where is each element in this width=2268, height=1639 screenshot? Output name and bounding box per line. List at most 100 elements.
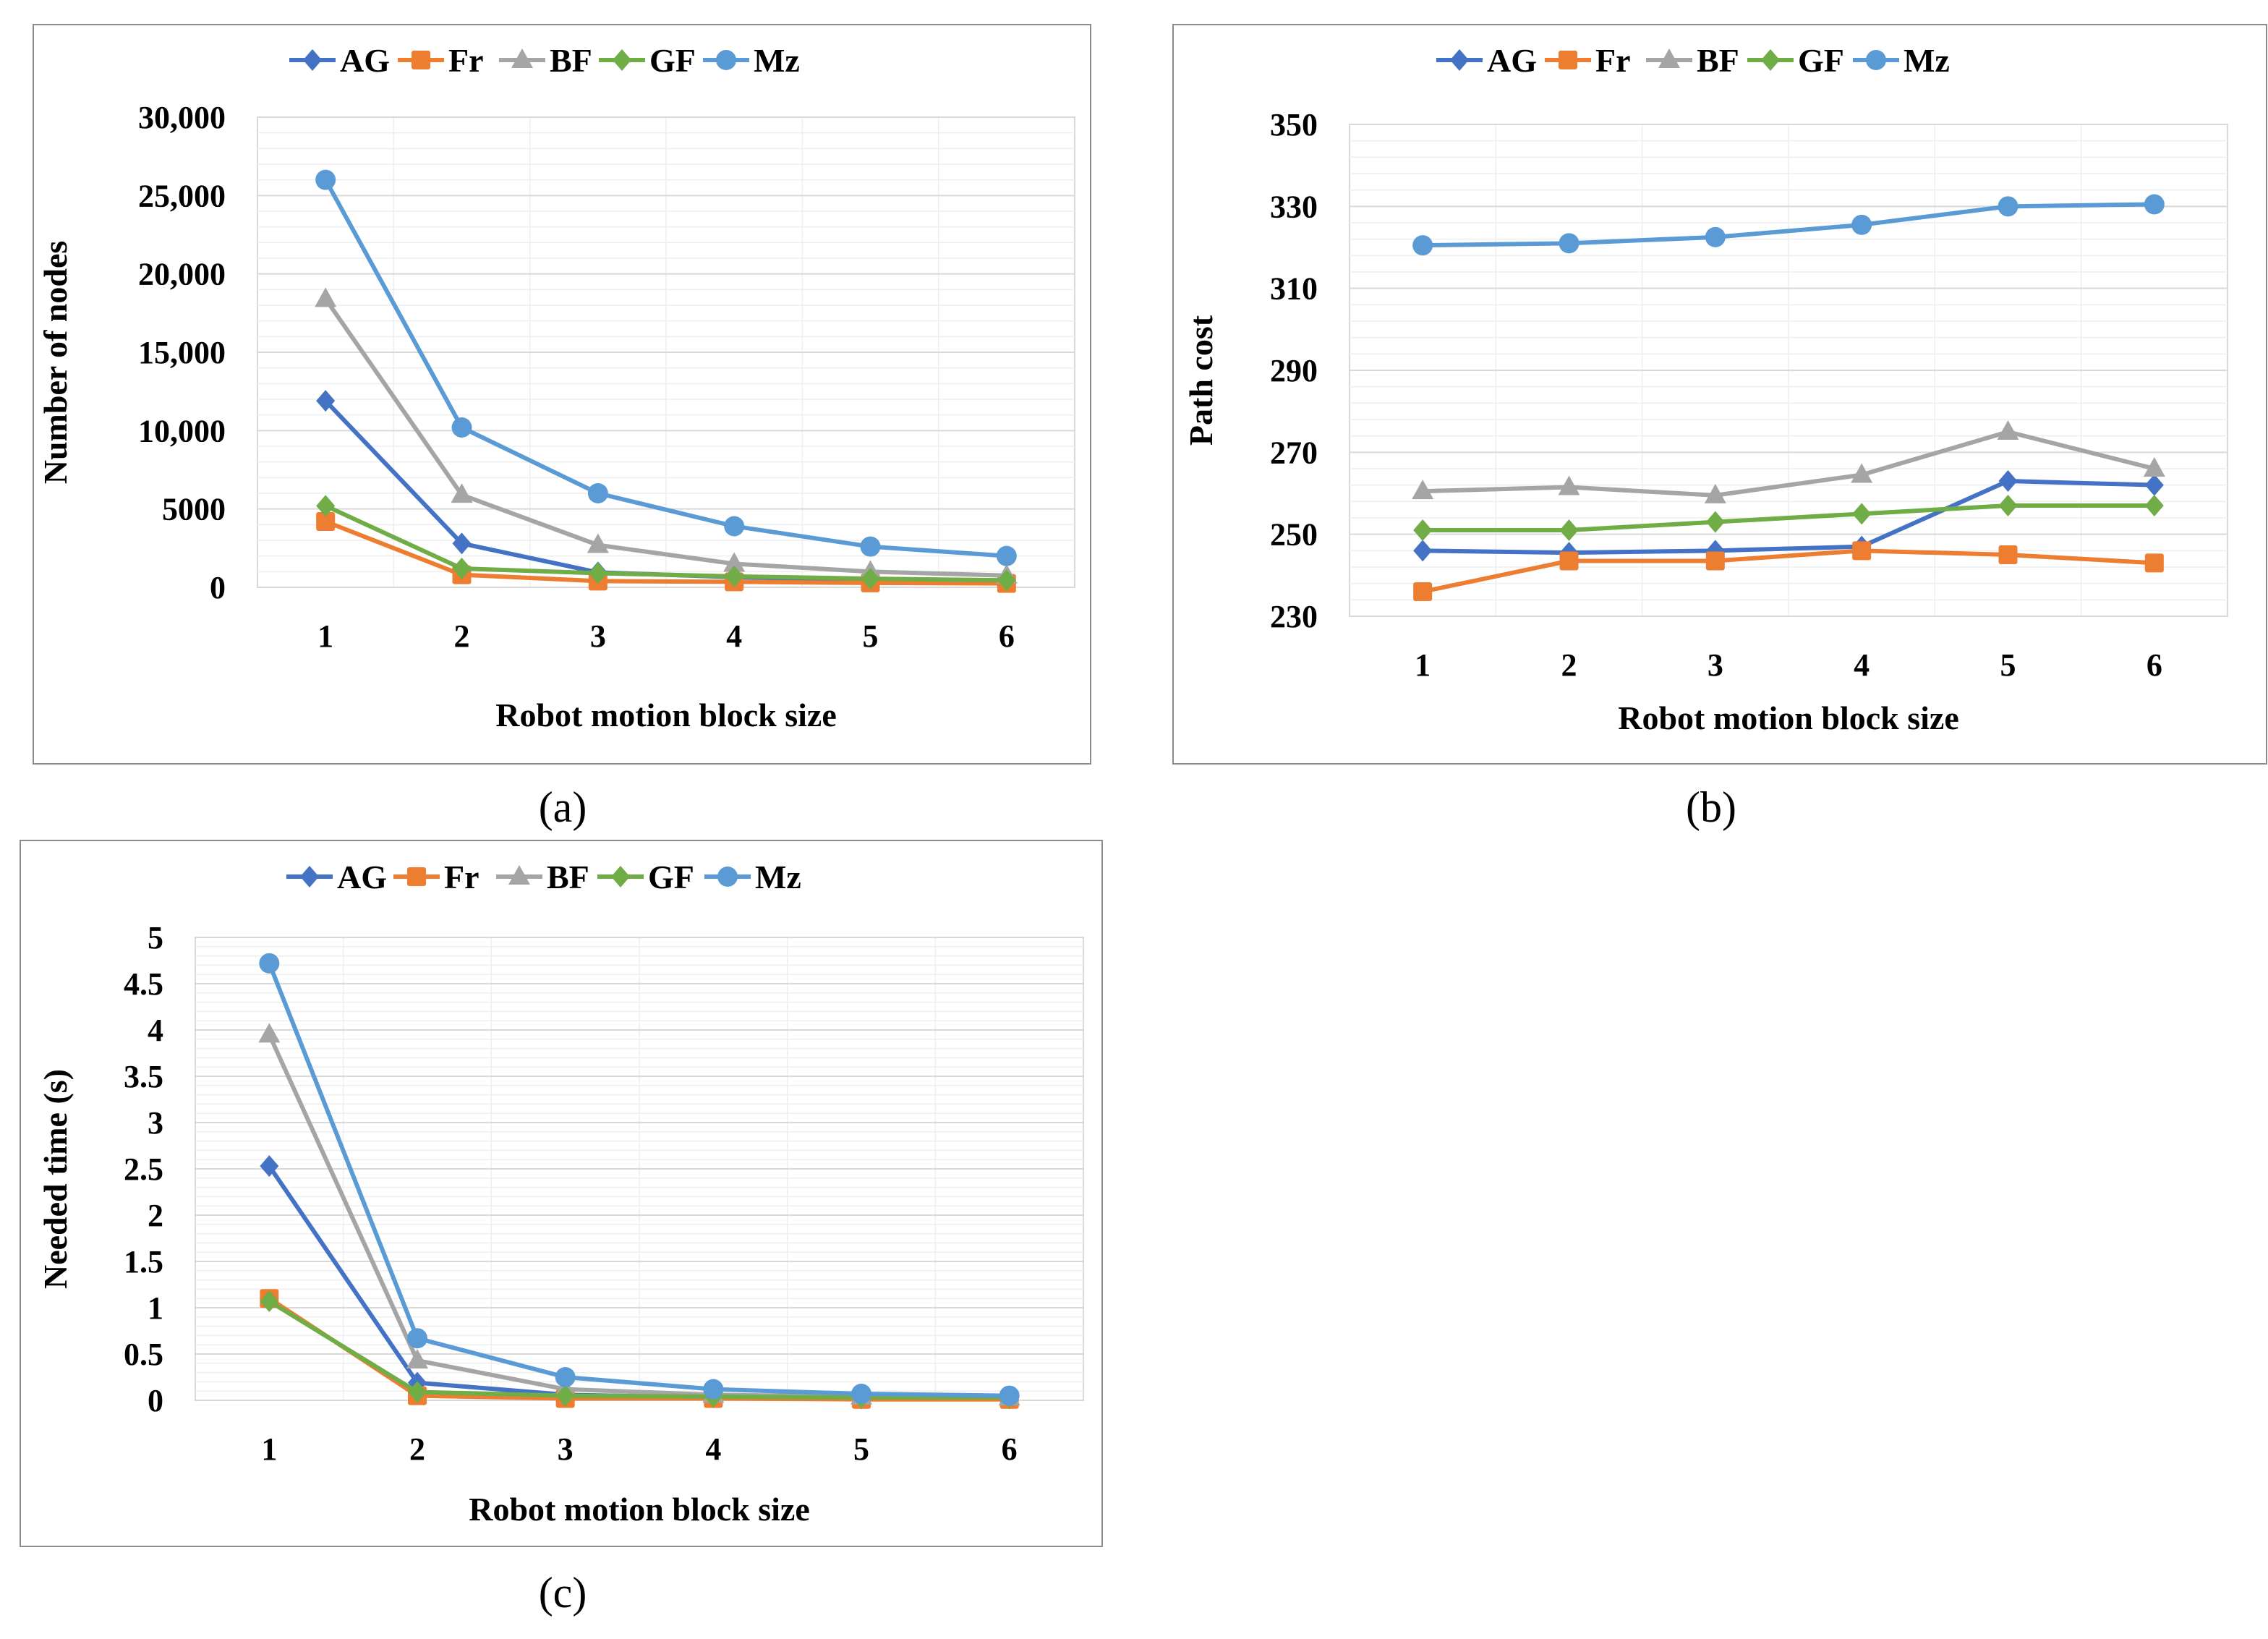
marker-bf xyxy=(1997,420,2019,440)
y-tick-label: 30,000 xyxy=(138,100,226,135)
chart-panel-c: 0 0.5 1 1.5 2 2.5 3 3.5 4 4.5 5 1 2 3 4 5 6 Robot motion … xyxy=(20,840,1103,1617)
y-tick-label: 330 xyxy=(1270,189,1318,224)
x-tick-label: 6 xyxy=(999,618,1015,654)
marker-bf xyxy=(1558,475,1580,495)
marker-ag xyxy=(300,866,319,887)
marker-gf xyxy=(997,569,1016,592)
y-tick-label: 350 xyxy=(1270,107,1318,142)
y-tick-label: 250 xyxy=(1270,517,1318,553)
x-tick-label: 4 xyxy=(705,1431,721,1467)
marker-mz xyxy=(999,1385,1020,1406)
y-axis-title: Needed time (s) xyxy=(37,1069,74,1289)
panel-caption: (b) xyxy=(1686,783,1736,831)
marker-fr xyxy=(407,867,426,886)
marker-gf xyxy=(588,562,608,584)
marker-gf xyxy=(1852,503,1872,525)
series-mz xyxy=(315,169,1017,566)
marker-bf xyxy=(1851,463,1873,483)
marker-ag xyxy=(316,390,336,412)
y-tick-label: 290 xyxy=(1270,353,1318,388)
y-tick-label: 1 xyxy=(148,1290,163,1326)
marker-mz xyxy=(1866,50,1886,70)
chart-panel-b: 230 250 270 290 310 330 350 1 2 3 4 5 6 Robot motion … xyxy=(1172,24,2267,831)
marker-bf xyxy=(315,287,337,307)
legend-label: GF xyxy=(649,42,696,79)
marker-mz xyxy=(996,545,1017,566)
gridlines xyxy=(257,116,1075,588)
legend-label: GF xyxy=(648,859,694,895)
marker-gf xyxy=(408,1381,427,1403)
legend-item-bf: BF xyxy=(1646,42,1739,79)
legend-label: Mz xyxy=(1904,42,1950,79)
marker-ag xyxy=(1413,540,1433,562)
series-fr xyxy=(1413,541,2164,601)
marker-fr xyxy=(1559,551,1579,571)
marker-gf xyxy=(2144,495,2164,516)
marker-mz xyxy=(2144,194,2165,215)
marker-mz xyxy=(717,867,738,887)
marker-bf xyxy=(258,1023,281,1043)
marker-mz xyxy=(1705,226,1726,247)
legend-item-fr: Fr xyxy=(398,42,484,79)
marker-gf xyxy=(452,558,472,579)
x-tick-label: 1 xyxy=(317,618,333,654)
legend-item-fr: Fr xyxy=(393,859,479,895)
legend-item-ag: AG xyxy=(286,859,387,895)
series-line-bf xyxy=(323,297,1009,578)
marker-mz xyxy=(407,1328,427,1349)
marker-mz xyxy=(716,50,736,70)
legend-label: AG xyxy=(340,42,390,79)
series-line-gf xyxy=(323,503,1009,583)
x-tick-label: 2 xyxy=(454,618,470,654)
marker-gf xyxy=(1761,49,1780,71)
series-gf xyxy=(1413,495,2164,541)
marker-gf xyxy=(555,1384,575,1407)
y-tick-label: 4.5 xyxy=(124,966,163,1002)
x-tick-label: 5 xyxy=(853,1431,869,1467)
legend-label: Mz xyxy=(755,859,801,895)
x-tick-label: 1 xyxy=(261,1431,277,1467)
legend-item-ag: AG xyxy=(1436,42,1537,79)
y-axis-title: Path cost xyxy=(1182,315,1219,446)
marker-bf xyxy=(406,1348,428,1368)
series-line-gf xyxy=(267,1299,1012,1400)
x-tick-label: 4 xyxy=(1854,647,1870,683)
marker-bf xyxy=(1704,483,1726,503)
series-line-gf xyxy=(1420,503,2157,532)
x-tick-label: 5 xyxy=(863,618,879,654)
y-tick-label: 230 xyxy=(1270,599,1318,634)
y-tick-label: 25,000 xyxy=(138,178,226,213)
legend-item-bf: BF xyxy=(499,42,592,79)
marker-bf xyxy=(451,483,473,503)
y-tick-label: 4 xyxy=(148,1013,163,1048)
marker-gf xyxy=(725,565,744,587)
y-axis-title: Number of nodes xyxy=(37,241,74,485)
marker-ag xyxy=(1998,470,2018,492)
marker-ag xyxy=(303,49,322,71)
marker-mz xyxy=(1998,196,2018,217)
panel-caption: (c) xyxy=(539,1569,587,1617)
legend: AG Fr BF GF Mz xyxy=(1436,42,1950,79)
series-line-fr xyxy=(1420,548,2157,594)
gridlines xyxy=(1350,124,2228,617)
y-tick-label: 2 xyxy=(148,1198,163,1233)
x-tick-label: 5 xyxy=(2000,647,2016,683)
marker-fr xyxy=(1998,545,2018,564)
series-line-mz xyxy=(267,961,1012,1398)
marker-ag xyxy=(2144,474,2164,496)
series-bf xyxy=(1412,420,2165,503)
series-line-ag xyxy=(1420,479,2157,555)
x-tick-label: 6 xyxy=(2146,647,2162,683)
marker-mz xyxy=(724,516,745,537)
x-axis-title: Robot motion block size xyxy=(1618,699,1959,736)
marker-fr xyxy=(1852,541,1872,561)
marker-gf xyxy=(1559,519,1579,541)
x-tick-label: 3 xyxy=(558,1431,574,1467)
marker-mz xyxy=(703,1379,724,1400)
x-tick-label: 3 xyxy=(590,618,606,654)
marker-mz xyxy=(1559,233,1580,254)
x-tick-label: 4 xyxy=(726,618,742,654)
legend-label: AG xyxy=(1487,42,1537,79)
y-tick-label: 3 xyxy=(148,1105,163,1141)
